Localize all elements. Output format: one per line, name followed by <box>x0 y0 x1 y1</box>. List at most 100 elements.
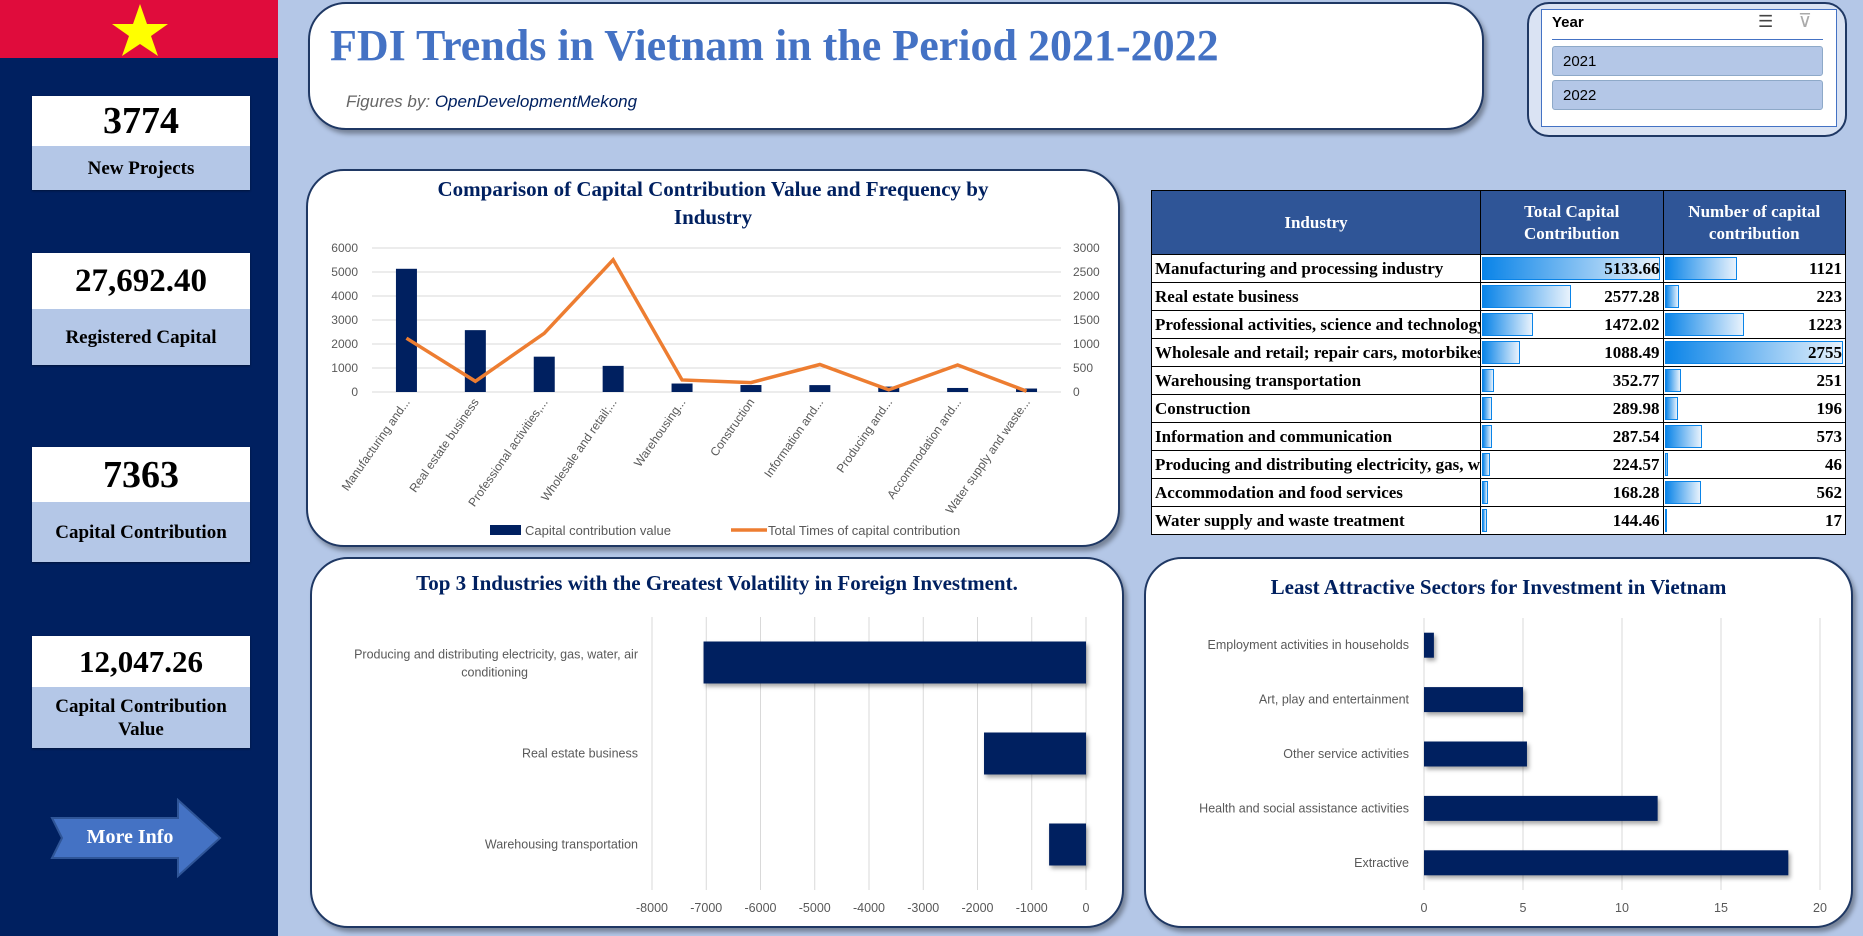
count-value: 1223 <box>1808 314 1842 334</box>
y-tick-label: Extractive <box>1354 856 1409 870</box>
data-bar <box>1664 341 1843 364</box>
col-header-industry: Industry <box>1151 190 1481 255</box>
y2-tick-label: 3000 <box>1073 241 1100 255</box>
bar <box>671 383 693 392</box>
count-value: 2755 <box>1808 342 1842 362</box>
kpi-value: 7363 <box>32 447 250 502</box>
legend-swatch-bar <box>490 525 521 535</box>
count-value: 251 <box>1816 370 1843 390</box>
col-header-total: Total Capital Contribution <box>1480 190 1664 255</box>
bar <box>1424 741 1527 767</box>
industry-cell: Construction <box>1151 394 1481 423</box>
y2-tick-label: 1500 <box>1073 313 1100 327</box>
total-value: 144.46 <box>1612 510 1660 530</box>
count-cell: 46 <box>1662 450 1846 479</box>
data-bar <box>1664 453 1668 476</box>
chart-title: Comparison of Capital Contribution Value… <box>437 177 989 229</box>
data-bar <box>1482 313 1533 336</box>
bar <box>984 732 1086 775</box>
page-title: FDI Trends in Vietnam in the Period 2021… <box>330 21 1219 70</box>
slicer-option-2021[interactable]: 2021 <box>1552 46 1823 76</box>
total-value: 352.77 <box>1612 370 1660 390</box>
industry-cell: Wholesale and retail; repair cars, motor… <box>1151 338 1481 367</box>
count-cell: 251 <box>1662 366 1846 395</box>
data-bar <box>1664 369 1681 392</box>
bar <box>947 387 969 392</box>
total-value: 1088.49 <box>1604 342 1660 362</box>
y-tick-label: Other service activities <box>1283 747 1409 761</box>
bar <box>1424 687 1523 713</box>
y-tick-label: 5000 <box>331 265 358 279</box>
table-row: Accommodation and food services 168.28 5… <box>1151 478 1846 507</box>
y-tick-label: 2000 <box>331 337 358 351</box>
data-bar <box>1664 285 1679 308</box>
count-value: 573 <box>1816 426 1843 446</box>
total-value: 1472.02 <box>1604 314 1660 334</box>
data-bar <box>1664 481 1701 504</box>
vietnam-flag <box>0 0 278 58</box>
bar <box>395 268 417 392</box>
col-header-count: Number of capital contribution <box>1662 190 1846 255</box>
industry-cell: Water supply and waste treatment <box>1151 506 1481 535</box>
y-tick-label: Warehousing transportation <box>485 838 638 852</box>
y-tick-label: 3000 <box>331 313 358 327</box>
total-cell: 2577.28 <box>1480 282 1664 311</box>
multi-select-icon[interactable]: ☰ <box>1758 12 1774 31</box>
kpi-label: Registered Capital <box>65 326 217 348</box>
bar <box>703 641 1086 684</box>
x-tick-label: 10 <box>1615 901 1629 915</box>
kpi-value: 12,047.26 <box>32 636 250 687</box>
table-row: Information and communication 287.54 573 <box>1151 422 1846 451</box>
table-row: Manufacturing and processing industry 51… <box>1151 254 1846 283</box>
slicer-option-2022[interactable]: 2022 <box>1552 80 1823 110</box>
total-value: 289.98 <box>1612 398 1660 418</box>
table-row: Wholesale and retail; repair cars, motor… <box>1151 338 1846 367</box>
data-bar <box>1664 257 1737 280</box>
bar <box>1424 795 1658 821</box>
count-value: 196 <box>1816 398 1843 418</box>
x-tick-label: -1000 <box>1016 901 1048 915</box>
y2-tick-label: 2500 <box>1073 265 1100 279</box>
data-bar <box>1482 369 1494 392</box>
y-tick-label: 6000 <box>331 241 358 255</box>
more-info-button[interactable]: More Info <box>48 798 222 878</box>
bar <box>602 365 624 392</box>
bar <box>740 385 762 392</box>
y-tick-label: Producing and distributing electricity, … <box>354 648 638 680</box>
table-row: Warehousing transportation 352.77 251 <box>1151 366 1846 395</box>
count-value: 223 <box>1816 286 1843 306</box>
data-bar <box>1482 257 1660 280</box>
y-tick-label: Real estate business <box>522 747 638 761</box>
x-tick-label: 0 <box>1421 901 1428 915</box>
total-value: 224.57 <box>1612 454 1660 474</box>
credit: Figures by: OpenDevelopmentMekong <box>346 92 637 112</box>
table-row: Real estate business 2577.28 223 <box>1151 282 1846 311</box>
kpi-label: Capital Contribution <box>55 521 227 543</box>
title-card: FDI Trends in Vietnam in the Period 2021… <box>308 2 1484 130</box>
y2-tick-label: 2000 <box>1073 289 1100 303</box>
total-value: 168.28 <box>1612 482 1660 502</box>
count-cell: 1223 <box>1662 310 1846 339</box>
total-cell: 352.77 <box>1480 366 1664 395</box>
data-bar <box>1482 341 1520 364</box>
kpi-capital-contribution: 7363 Capital Contribution <box>32 447 250 562</box>
y-tick-label: 0 <box>351 385 358 399</box>
count-cell: 223 <box>1662 282 1846 311</box>
x-tick-label: -6000 <box>745 901 777 915</box>
data-bar <box>1664 509 1667 532</box>
data-bar <box>1482 453 1490 476</box>
slicer-divider <box>1552 39 1823 40</box>
data-bar <box>1482 397 1492 420</box>
data-bar <box>1664 397 1678 420</box>
x-tick-label: -3000 <box>907 901 939 915</box>
data-bar <box>1482 509 1487 532</box>
x-tick-label: -5000 <box>799 901 831 915</box>
data-bar <box>1482 425 1492 448</box>
clear-filter-icon[interactable]: ⊽ <box>1798 11 1812 32</box>
y-tick-label: Employment activities in households <box>1208 638 1410 652</box>
industry-table: Industry Total Capital Contribution Numb… <box>1151 190 1846 535</box>
count-value: 46 <box>1825 454 1842 474</box>
industry-cell: Real estate business <box>1151 282 1481 311</box>
count-value: 562 <box>1816 482 1843 502</box>
